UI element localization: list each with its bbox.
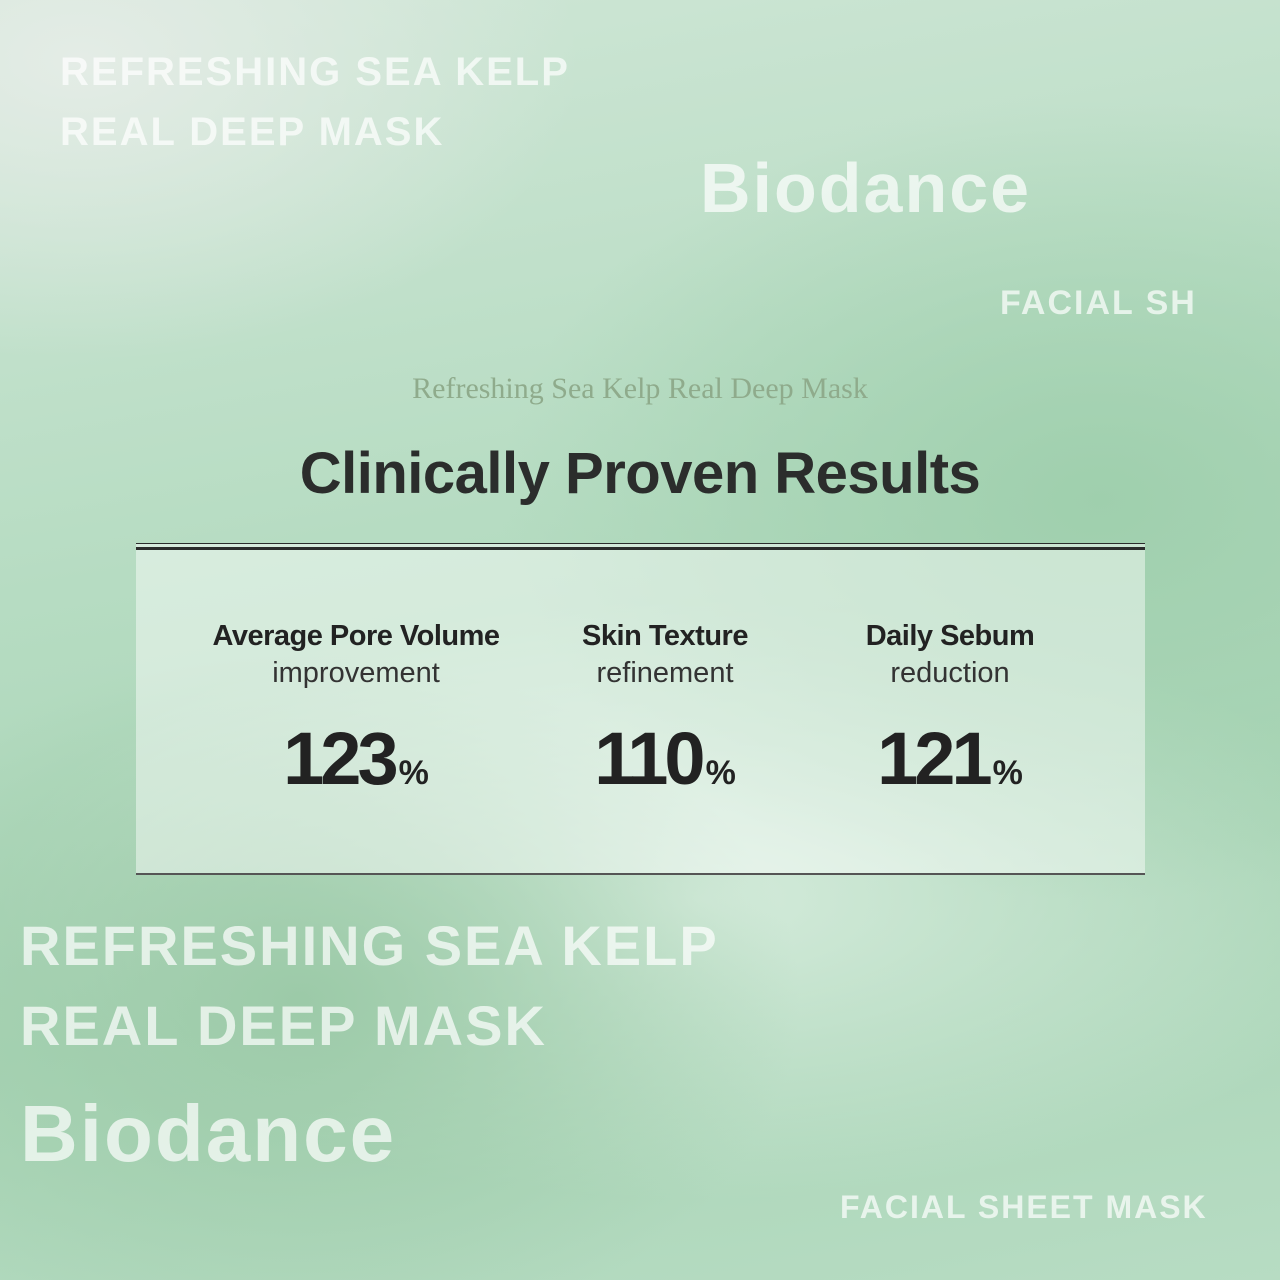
package-text: FACIAL SH: [1000, 284, 1197, 322]
product-name: Refreshing Sea Kelp Real Deep Mask: [412, 372, 868, 405]
stat-unit: %: [992, 754, 1023, 792]
stat-daily-sebum: Daily Sebum reduction 121%: [780, 620, 1120, 801]
stat-number: 121: [877, 717, 992, 800]
brand-logo-text: Biodance: [700, 149, 1032, 227]
stat-pore-volume: Average Pore Volume improvement 123%: [186, 620, 526, 801]
results-panel: [136, 543, 1145, 875]
package-text: REAL DEEP MASK: [20, 994, 547, 1057]
package-text: REFRESHING SEA KELP: [60, 50, 570, 94]
divider: [136, 543, 1145, 544]
stat-sublabel: refinement: [596, 657, 734, 689]
stat-number: 123: [283, 717, 398, 800]
page-title: Clinically Proven Results: [299, 441, 981, 506]
stat-unit: %: [398, 754, 429, 792]
stat-label: Skin Texture: [582, 620, 748, 652]
stat-sublabel: improvement: [272, 657, 440, 689]
stat-label: Daily Sebum: [865, 620, 1035, 652]
package-text: REFRESHING SEA KELP: [20, 914, 719, 977]
brand-logo-text: Biodance: [20, 1089, 397, 1178]
stat-value: 123%: [186, 716, 526, 801]
stat-value: 121%: [780, 716, 1120, 801]
stat-unit: %: [705, 754, 736, 792]
stat-value: 110%: [495, 716, 835, 801]
stat-number: 110: [594, 717, 705, 800]
stat-sublabel: reduction: [890, 657, 1010, 689]
divider: [136, 547, 1145, 550]
package-text: REAL DEEP MASK: [60, 110, 445, 154]
stat-skin-texture: Skin Texture refinement 110%: [495, 620, 835, 801]
package-text: FACIAL SHEET MASK: [840, 1189, 1208, 1225]
stat-label: Average Pore Volume: [212, 620, 500, 652]
